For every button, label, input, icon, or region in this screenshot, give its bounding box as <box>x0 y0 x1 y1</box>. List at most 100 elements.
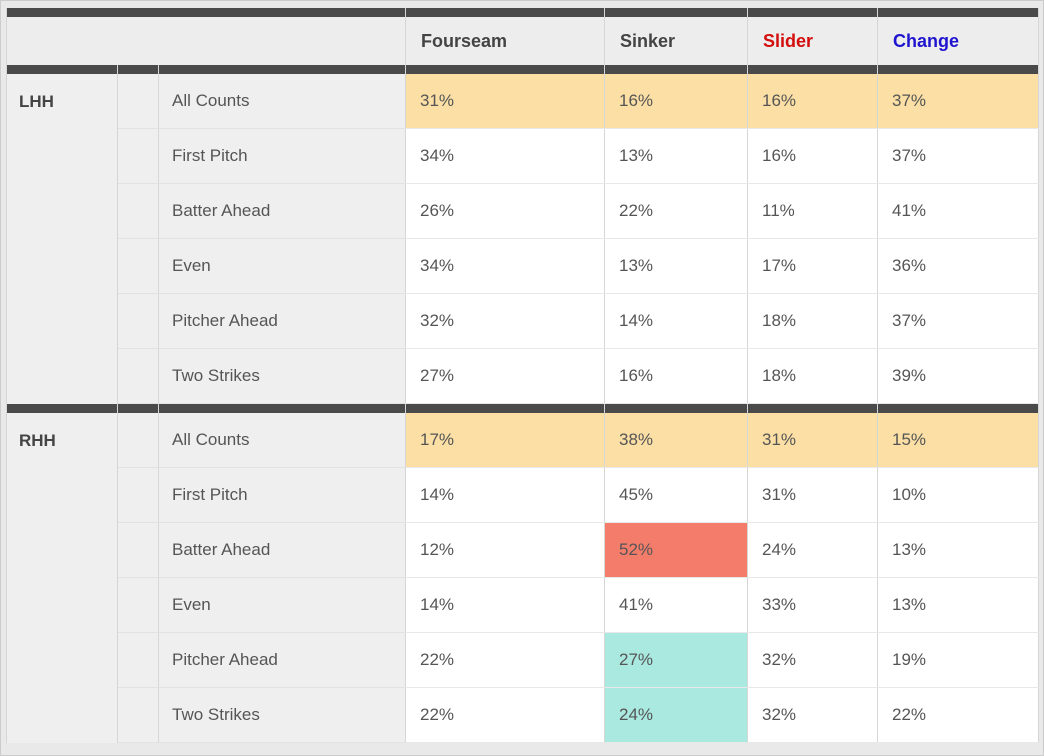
value-cell-slider: 11% <box>747 183 879 239</box>
data-row-lhh-1: First Pitch 34% 13% 16% 37% <box>7 128 1040 184</box>
divider-bar-segment <box>6 65 118 74</box>
value-cell-change: 15% <box>877 413 1040 468</box>
count-label: Two Strikes <box>158 348 407 404</box>
value-cell-fourseam: 27% <box>405 348 606 404</box>
value-cell-change: 13% <box>877 522 1040 578</box>
value-cell-slider: 33% <box>747 577 879 633</box>
spacer-cell <box>117 467 159 523</box>
value-cell-sinker: 41% <box>604 577 749 633</box>
value-cell-change: 36% <box>877 238 1040 294</box>
data-row-rhh-0: RHH All Counts 17% 38% 31% 15% <box>6 413 1040 743</box>
header-row: Fourseam Sinker Slider Change <box>5 17 1040 65</box>
value-cell-slider: 32% <box>747 687 879 743</box>
spacer-cell <box>117 128 159 184</box>
divider-bar-segment <box>604 403 749 413</box>
value-cell-sinker: 14% <box>604 293 749 349</box>
divider-bar-segment <box>747 65 879 74</box>
col-header-change: Change <box>877 17 1040 65</box>
spacer-cell <box>117 293 159 349</box>
top-bar-segment <box>747 8 879 17</box>
count-label: Batter Ahead <box>158 522 407 578</box>
top-bar-segment <box>604 8 749 17</box>
value-cell-slider: 17% <box>747 238 879 294</box>
value-cell-sinker: 45% <box>604 467 749 523</box>
value-cell-change: 37% <box>877 293 1040 349</box>
count-label: Even <box>158 577 407 633</box>
top-bar-segment <box>405 8 606 17</box>
value-cell-slider: 16% <box>747 74 879 129</box>
value-cell-sinker: 24% <box>604 687 749 743</box>
value-cell-slider: 24% <box>747 522 879 578</box>
value-cell-change: 22% <box>877 687 1040 743</box>
value-cell-sinker: 13% <box>604 128 749 184</box>
data-row-lhh-3: Even 34% 13% 17% 36% <box>7 238 1040 294</box>
value-cell-change: 37% <box>877 128 1040 184</box>
pitch-usage-table: Fourseam Sinker Slider Change LHH All Cou… <box>5 8 1040 743</box>
value-cell-slider: 31% <box>747 467 879 523</box>
value-cell-change: 37% <box>877 74 1040 129</box>
top-border-bar <box>5 8 1040 17</box>
value-cell-slider: 16% <box>747 128 879 184</box>
data-row-lhh-5: Two Strikes 27% 16% 18% 39% <box>7 348 1040 404</box>
spacer-cell <box>117 413 159 468</box>
top-bar-segment <box>877 8 1040 17</box>
divider-bar-segment <box>604 65 749 74</box>
count-label: Batter Ahead <box>158 183 407 239</box>
data-row-lhh-0: LHH All Counts 31% 16% 16% 37% <box>6 74 1040 404</box>
section-divider-bar <box>6 65 1040 74</box>
value-cell-fourseam: 26% <box>405 183 606 239</box>
value-cell-change: 10% <box>877 467 1040 523</box>
spacer-cell <box>117 687 159 743</box>
value-cell-fourseam: 22% <box>405 687 606 743</box>
value-cell-change: 41% <box>877 183 1040 239</box>
divider-bar-segment <box>117 403 159 413</box>
section-label-rhh: RHH <box>6 413 118 743</box>
divider-bar-segment <box>117 65 159 74</box>
count-label: All Counts <box>158 74 407 129</box>
divider-bar-segment <box>747 403 879 413</box>
spacer-cell <box>117 183 159 239</box>
count-label: Even <box>158 238 407 294</box>
value-cell-sinker: 27% <box>604 632 749 688</box>
value-cell-fourseam: 34% <box>405 128 606 184</box>
value-cell-fourseam: 22% <box>405 632 606 688</box>
divider-bar-segment <box>405 65 606 74</box>
value-cell-slider: 18% <box>747 348 879 404</box>
count-label: All Counts <box>158 413 407 468</box>
data-row-rhh-2: Batter Ahead 12% 52% 24% 13% <box>7 522 1040 578</box>
spacer-cell <box>117 522 159 578</box>
col-header-fourseam: Fourseam <box>405 17 606 65</box>
value-cell-sinker: 52% <box>604 522 749 578</box>
value-cell-fourseam: 14% <box>405 467 606 523</box>
divider-bar-segment <box>6 403 118 413</box>
data-row-rhh-5: Two Strikes 22% 24% 32% 22% <box>7 687 1040 743</box>
value-cell-change: 39% <box>877 348 1040 404</box>
data-row-rhh-1: First Pitch 14% 45% 31% 10% <box>7 467 1040 523</box>
value-cell-sinker: 13% <box>604 238 749 294</box>
count-label: Two Strikes <box>158 687 407 743</box>
value-cell-slider: 31% <box>747 413 879 468</box>
spacer-cell <box>117 238 159 294</box>
value-cell-sinker: 22% <box>604 183 749 239</box>
count-label: First Pitch <box>158 467 407 523</box>
data-row-rhh-4: Pitcher Ahead 22% 27% 32% 19% <box>7 632 1040 688</box>
value-cell-fourseam: 32% <box>405 293 606 349</box>
value-cell-change: 13% <box>877 577 1040 633</box>
divider-bar-segment <box>158 65 407 74</box>
value-cell-change: 19% <box>877 632 1040 688</box>
value-cell-sinker: 38% <box>604 413 749 468</box>
divider-bar-segment <box>405 403 606 413</box>
value-cell-sinker: 16% <box>604 348 749 404</box>
value-cell-fourseam: 12% <box>405 522 606 578</box>
value-cell-fourseam: 17% <box>405 413 606 468</box>
count-label: First Pitch <box>158 128 407 184</box>
divider-bar-segment <box>877 65 1040 74</box>
spacer-cell <box>117 577 159 633</box>
value-cell-fourseam: 14% <box>405 577 606 633</box>
section-divider-bar <box>6 403 1040 413</box>
col-header-slider: Slider <box>747 17 879 65</box>
spacer-cell <box>117 74 159 129</box>
spacer-cell <box>117 348 159 404</box>
col-header-sinker: Sinker <box>604 17 749 65</box>
spacer-cell <box>117 632 159 688</box>
